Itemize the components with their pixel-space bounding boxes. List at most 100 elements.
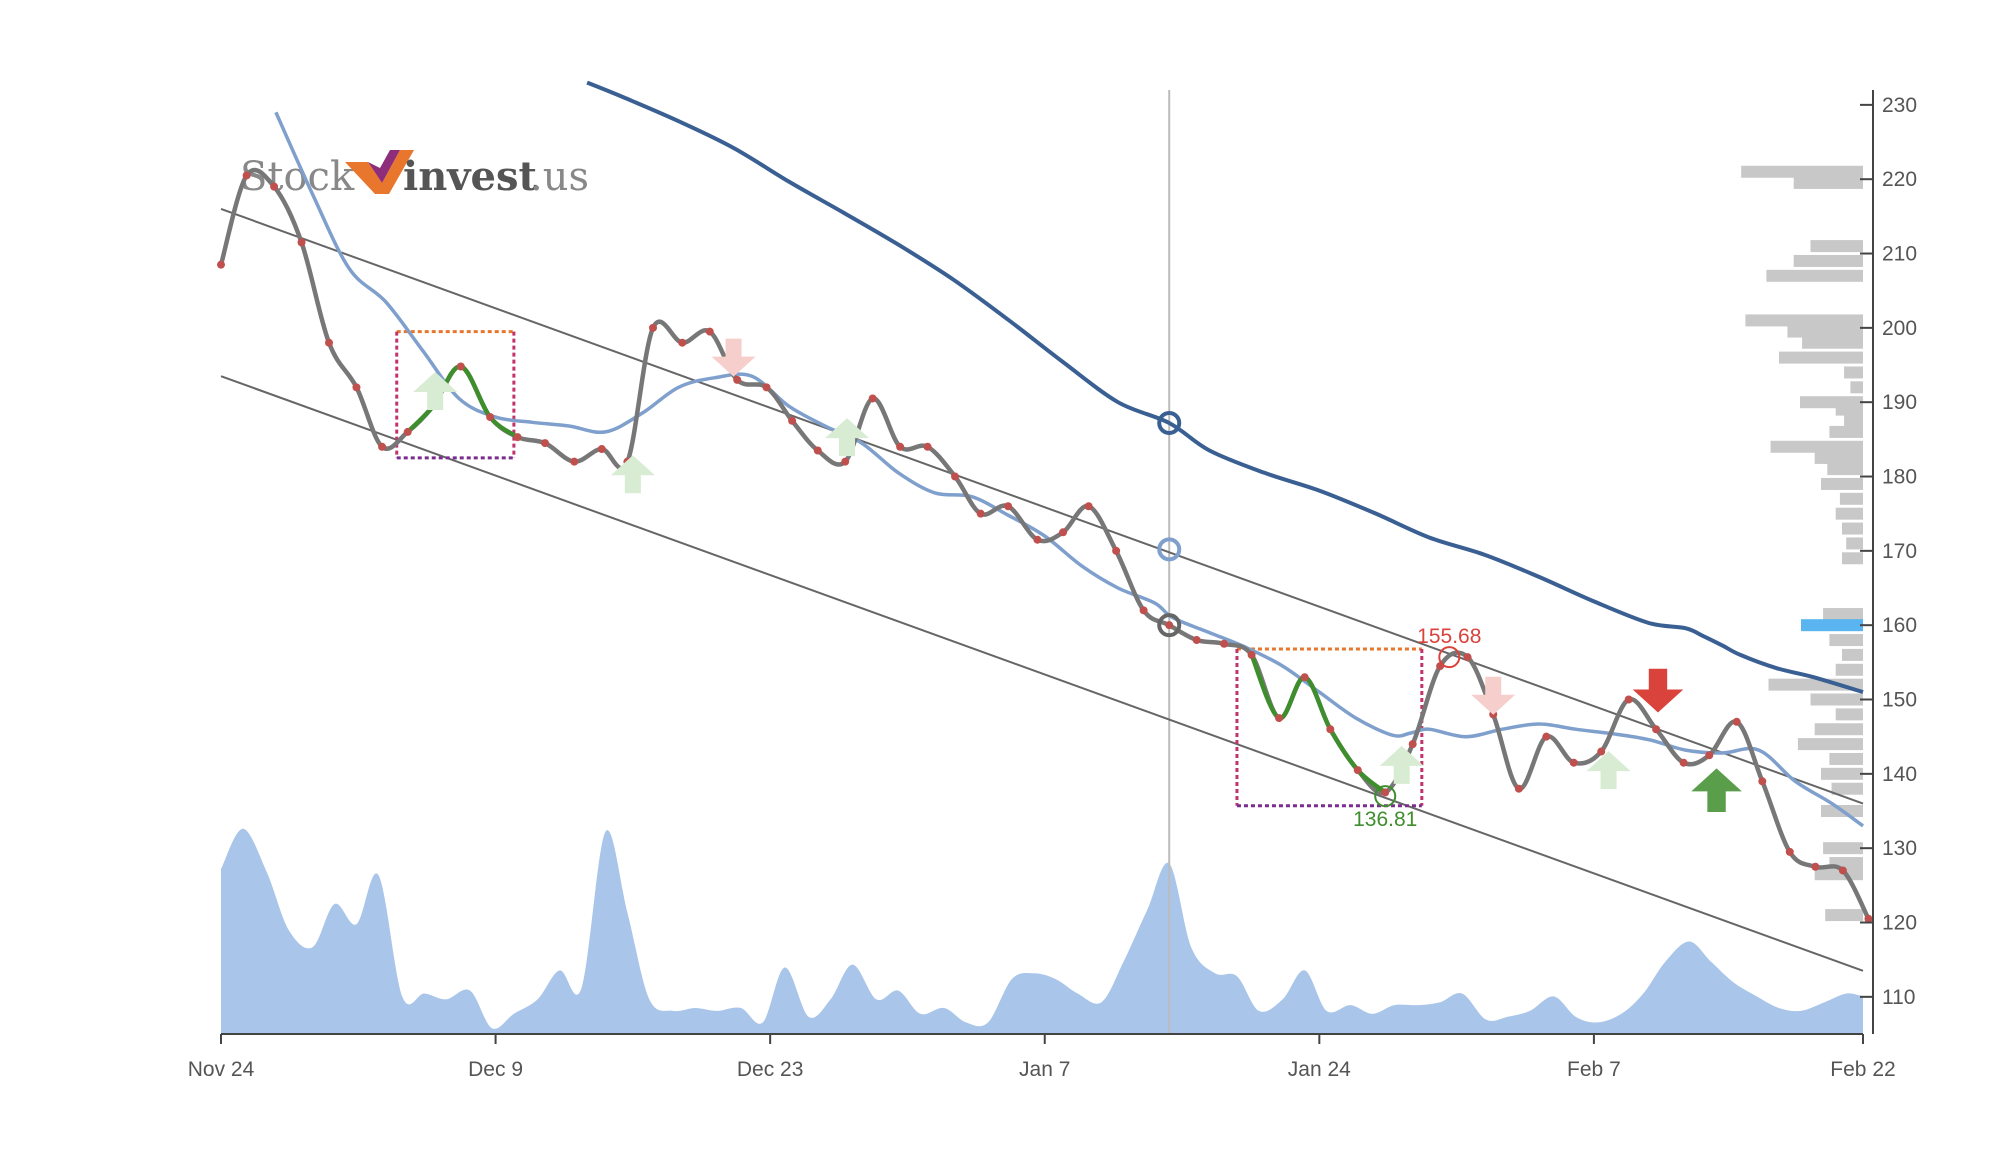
volume-profile-bar — [1844, 366, 1863, 379]
price-point — [1542, 732, 1551, 741]
volume-profile-bar — [1842, 522, 1863, 535]
x-tick-label: Feb 7 — [1567, 1058, 1621, 1081]
volume-profile-bar — [1810, 240, 1863, 253]
volume-profile-bar — [1814, 723, 1863, 736]
low-price-label: 136.81 — [1353, 808, 1417, 831]
y-tick-label: 110 — [1882, 986, 1915, 1009]
price-layer — [217, 167, 1873, 923]
price-point — [541, 439, 550, 448]
y-tick-label: 120 — [1882, 912, 1917, 935]
volume-profile-bar — [1821, 477, 1863, 490]
volume-profile-bar — [1768, 678, 1863, 691]
buy-signal-arrow-icon — [413, 372, 458, 411]
volume-profile-bar — [1745, 314, 1863, 327]
y-tick-label: 160 — [1882, 614, 1917, 637]
price-point — [242, 171, 251, 180]
volume-profile-bar — [1787, 325, 1863, 338]
price-point — [896, 442, 905, 451]
volume-profile-bar — [1844, 414, 1863, 427]
price-point — [352, 383, 361, 392]
signal-arrows — [413, 338, 1742, 813]
price-point — [486, 413, 495, 422]
logo-check-accent-icon — [368, 150, 400, 183]
trend-channel — [220, 90, 1864, 1034]
price-point — [513, 433, 522, 442]
price-point — [1033, 535, 1042, 544]
buy-signal-arrow-icon — [1586, 751, 1631, 790]
y-tick-label: 170 — [1882, 540, 1917, 563]
price-point — [1624, 695, 1633, 704]
volume-profile-bar — [1829, 634, 1863, 647]
trend-resistance-line — [220, 207, 1864, 805]
volume-profile-bar — [1835, 507, 1863, 520]
price-point — [1597, 747, 1606, 756]
volume-profile-bar — [1850, 381, 1863, 394]
high-marker-circle — [1438, 646, 1461, 669]
y-tick-label: 190 — [1882, 391, 1917, 414]
price-point — [1785, 847, 1794, 856]
buy-signal-arrow-icon — [1379, 745, 1424, 784]
price-point — [597, 445, 606, 454]
volume-profile-bar — [1793, 254, 1863, 267]
price-point — [1059, 528, 1068, 537]
y-tick-label: 210 — [1882, 243, 1917, 266]
price-point — [1220, 639, 1229, 648]
volume-profile-bar — [1810, 693, 1863, 706]
volume-area — [221, 828, 1863, 1034]
logo: Stock invest .us — [240, 150, 589, 200]
price-point — [951, 472, 960, 481]
x-tick-label: Nov 24 — [188, 1058, 255, 1081]
volume-profile-bar — [1829, 425, 1863, 438]
volume-profile-bar — [1814, 451, 1863, 464]
price-point — [1247, 650, 1256, 659]
price-point — [570, 457, 579, 466]
price-point — [378, 442, 387, 451]
volume-profile-bar — [1821, 767, 1863, 780]
price-point — [1463, 653, 1472, 662]
price-point — [788, 416, 797, 425]
price-point — [1192, 636, 1201, 645]
volume-profile — [1741, 165, 1863, 922]
volume-profile-bar — [1835, 708, 1863, 721]
volume-profile-bar — [1831, 782, 1863, 795]
price-point — [923, 442, 932, 451]
current-price-level-bar — [1801, 619, 1863, 632]
price-point — [1758, 777, 1767, 786]
logo-text-invest: invest — [403, 153, 537, 200]
price-point — [403, 427, 412, 436]
volume-profile-bar — [1793, 176, 1863, 189]
y-tick-label: 150 — [1882, 689, 1917, 712]
sell-signal-arrow-icon — [711, 338, 756, 377]
price-point — [678, 338, 687, 347]
price-point — [1864, 914, 1873, 923]
price-point — [1811, 862, 1820, 871]
price-point — [1408, 740, 1417, 749]
volume-profile-bar — [1802, 336, 1863, 349]
x-tick-label: Feb 22 — [1830, 1058, 1895, 1081]
y-tick-label: 140 — [1882, 763, 1917, 786]
volume-profile-bar — [1814, 868, 1863, 881]
x-tick-label: Jan 24 — [1288, 1058, 1351, 1081]
price-point — [1705, 751, 1714, 760]
volume-profile-bar — [1835, 403, 1863, 416]
price-line — [218, 167, 1871, 920]
volume-profile-bar — [1797, 738, 1863, 751]
annotations: 155.68 136.81 — [1157, 411, 1481, 831]
moving-averages — [274, 80, 1865, 828]
volume-profile-bar — [1846, 537, 1863, 550]
price-point — [270, 182, 279, 191]
buy-signal-arrow-icon — [1691, 768, 1742, 813]
short-moving-average-line — [274, 111, 1865, 828]
price-point — [868, 394, 877, 403]
price-point — [217, 260, 225, 269]
price-point — [1652, 725, 1661, 734]
crossover-circle — [1157, 613, 1182, 638]
price-point — [1679, 758, 1688, 767]
x-tick-label: Dec 9 — [468, 1058, 523, 1081]
price-point — [1838, 866, 1847, 875]
x-tick-label: Jan 7 — [1019, 1058, 1070, 1081]
y-tick-label: 220 — [1882, 168, 1917, 191]
y-tick-label: 200 — [1882, 317, 1917, 340]
price-point — [1569, 758, 1578, 767]
